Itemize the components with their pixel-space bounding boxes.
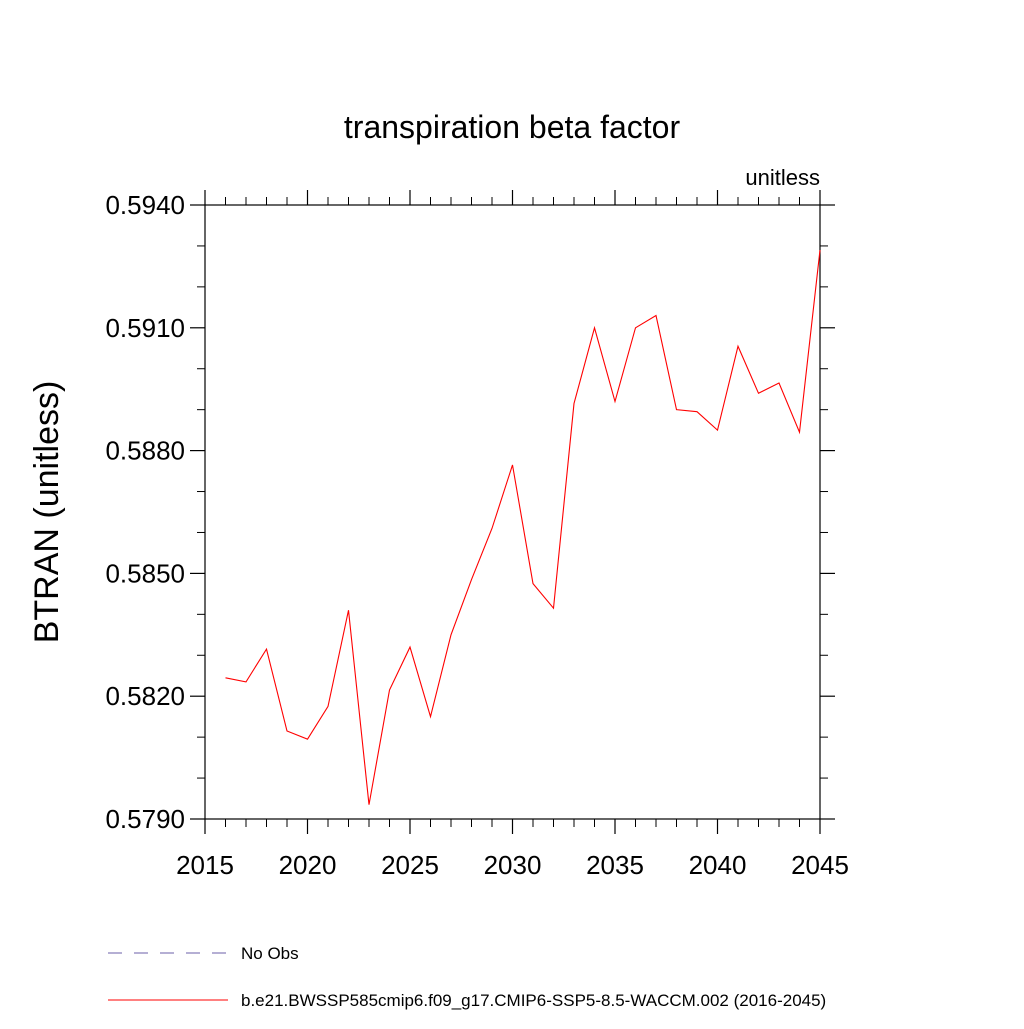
x-tick-label: 2035	[586, 850, 644, 880]
axis-tick-labels: 0.5790 0.5820 0.5850 0.5880 0.5910 0.5940 2015…	[105, 190, 848, 880]
legend-label: No Obs	[241, 944, 299, 963]
x-tick-label: 2015	[176, 850, 234, 880]
chart-title: transpiration beta factor	[344, 109, 681, 145]
plot-frame	[204, 204, 821, 820]
series-line	[225, 249, 821, 805]
axis-ticks	[190, 190, 835, 834]
series-lines	[225, 249, 821, 805]
y-tick-label: 0.5850	[105, 558, 185, 588]
x-tick-label: 2020	[279, 850, 337, 880]
y-tick-label: 0.5940	[105, 190, 185, 220]
y-tick-label: 0.5880	[105, 436, 185, 466]
legend: No Obs b.e21.BWSSP585cmip6.f09_g17.CMIP6-…	[108, 944, 826, 1010]
x-tick-label: 2040	[689, 850, 747, 880]
units-label: unitless	[745, 165, 820, 190]
y-tick-label: 0.5910	[105, 313, 185, 343]
x-tick-label: 2030	[484, 850, 542, 880]
x-tick-label: 2045	[791, 850, 849, 880]
y-tick-label: 0.5790	[105, 804, 185, 834]
legend-label: b.e21.BWSSP585cmip6.f09_g17.CMIP6-SSP5-8…	[241, 991, 826, 1010]
x-tick-label: 2025	[381, 850, 439, 880]
y-axis-label: BTRAN (unitless)	[28, 381, 66, 644]
y-tick-label: 0.5820	[105, 681, 185, 711]
